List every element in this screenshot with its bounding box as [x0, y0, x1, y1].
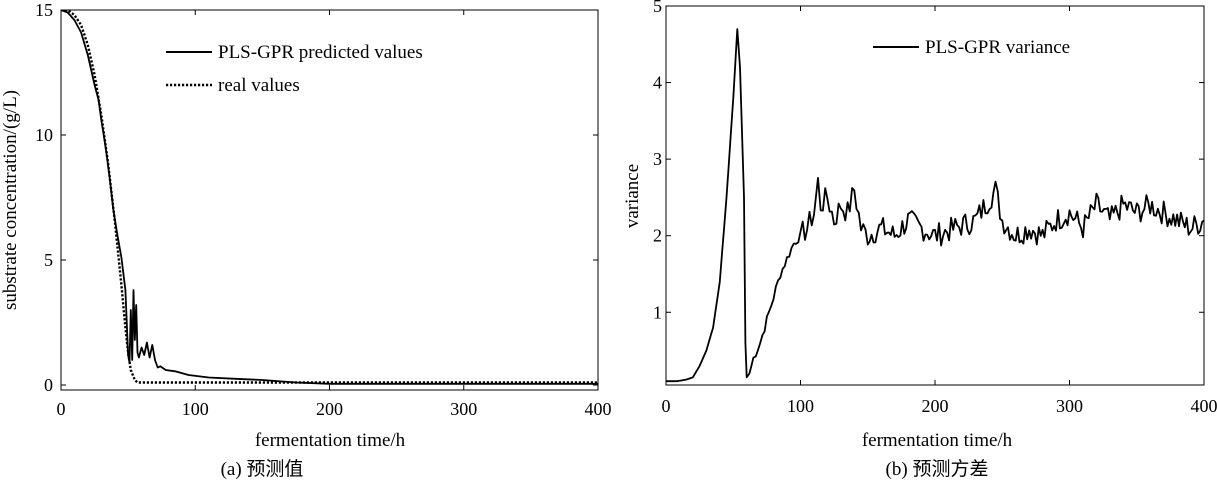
x-tick-label: 300 — [450, 399, 477, 419]
x-tick-label: 0 — [57, 399, 66, 419]
y-tick-label: 5 — [653, 0, 662, 16]
series-line-2 — [61, 10, 598, 384]
y-tick-label: 2 — [653, 226, 662, 246]
x-tick-label: 300 — [1056, 396, 1083, 416]
panel-caption: (a) 预测值 — [221, 458, 304, 480]
x-tick-label: 100 — [182, 399, 209, 419]
y-tick-label: 0 — [44, 375, 53, 395]
x-axis-label: fermentation time/h — [255, 430, 406, 451]
panel-b-variance: 0 100 200 300 400 1 2 3 4 5 fermentation time/h var… — [622, 0, 1217, 480]
legend-label-1: PLS-GPR variance — [925, 37, 1070, 58]
plot-frame — [665, 5, 1205, 386]
series-line-1 — [61, 10, 598, 385]
y-tick-label: 5 — [44, 250, 53, 270]
y-tick-label: 1 — [653, 302, 662, 322]
y-axis-label: substrate concentration/(g/L) — [0, 90, 21, 310]
y-tick-label: 3 — [653, 149, 662, 169]
x-tick-label: 200 — [922, 396, 949, 416]
y-tick-label: 4 — [653, 73, 662, 93]
y-tick-label: 10 — [35, 125, 53, 145]
panel-caption: (b) 预测方差 — [886, 458, 989, 480]
x-tick-label: 400 — [585, 399, 612, 419]
legend-label-1: PLS-GPR predicted values — [218, 42, 423, 63]
x-tick-label: 0 — [662, 396, 671, 416]
x-axis-label: fermentation time/h — [862, 430, 1013, 451]
x-tick-label: 200 — [316, 399, 343, 419]
y-tick-label: 15 — [35, 0, 53, 20]
y-axis-label: variance — [622, 164, 643, 228]
panel-a-substrate-concentration: 0 100 200 300 400 0 5 10 15 fermentation time/h su… — [0, 0, 612, 480]
series-line-1 — [666, 28, 1204, 383]
x-tick-label: 400 — [1191, 396, 1217, 416]
x-tick-label: 100 — [787, 396, 814, 416]
plot-frame — [60, 9, 599, 391]
legend-label-2: real values — [218, 75, 300, 96]
